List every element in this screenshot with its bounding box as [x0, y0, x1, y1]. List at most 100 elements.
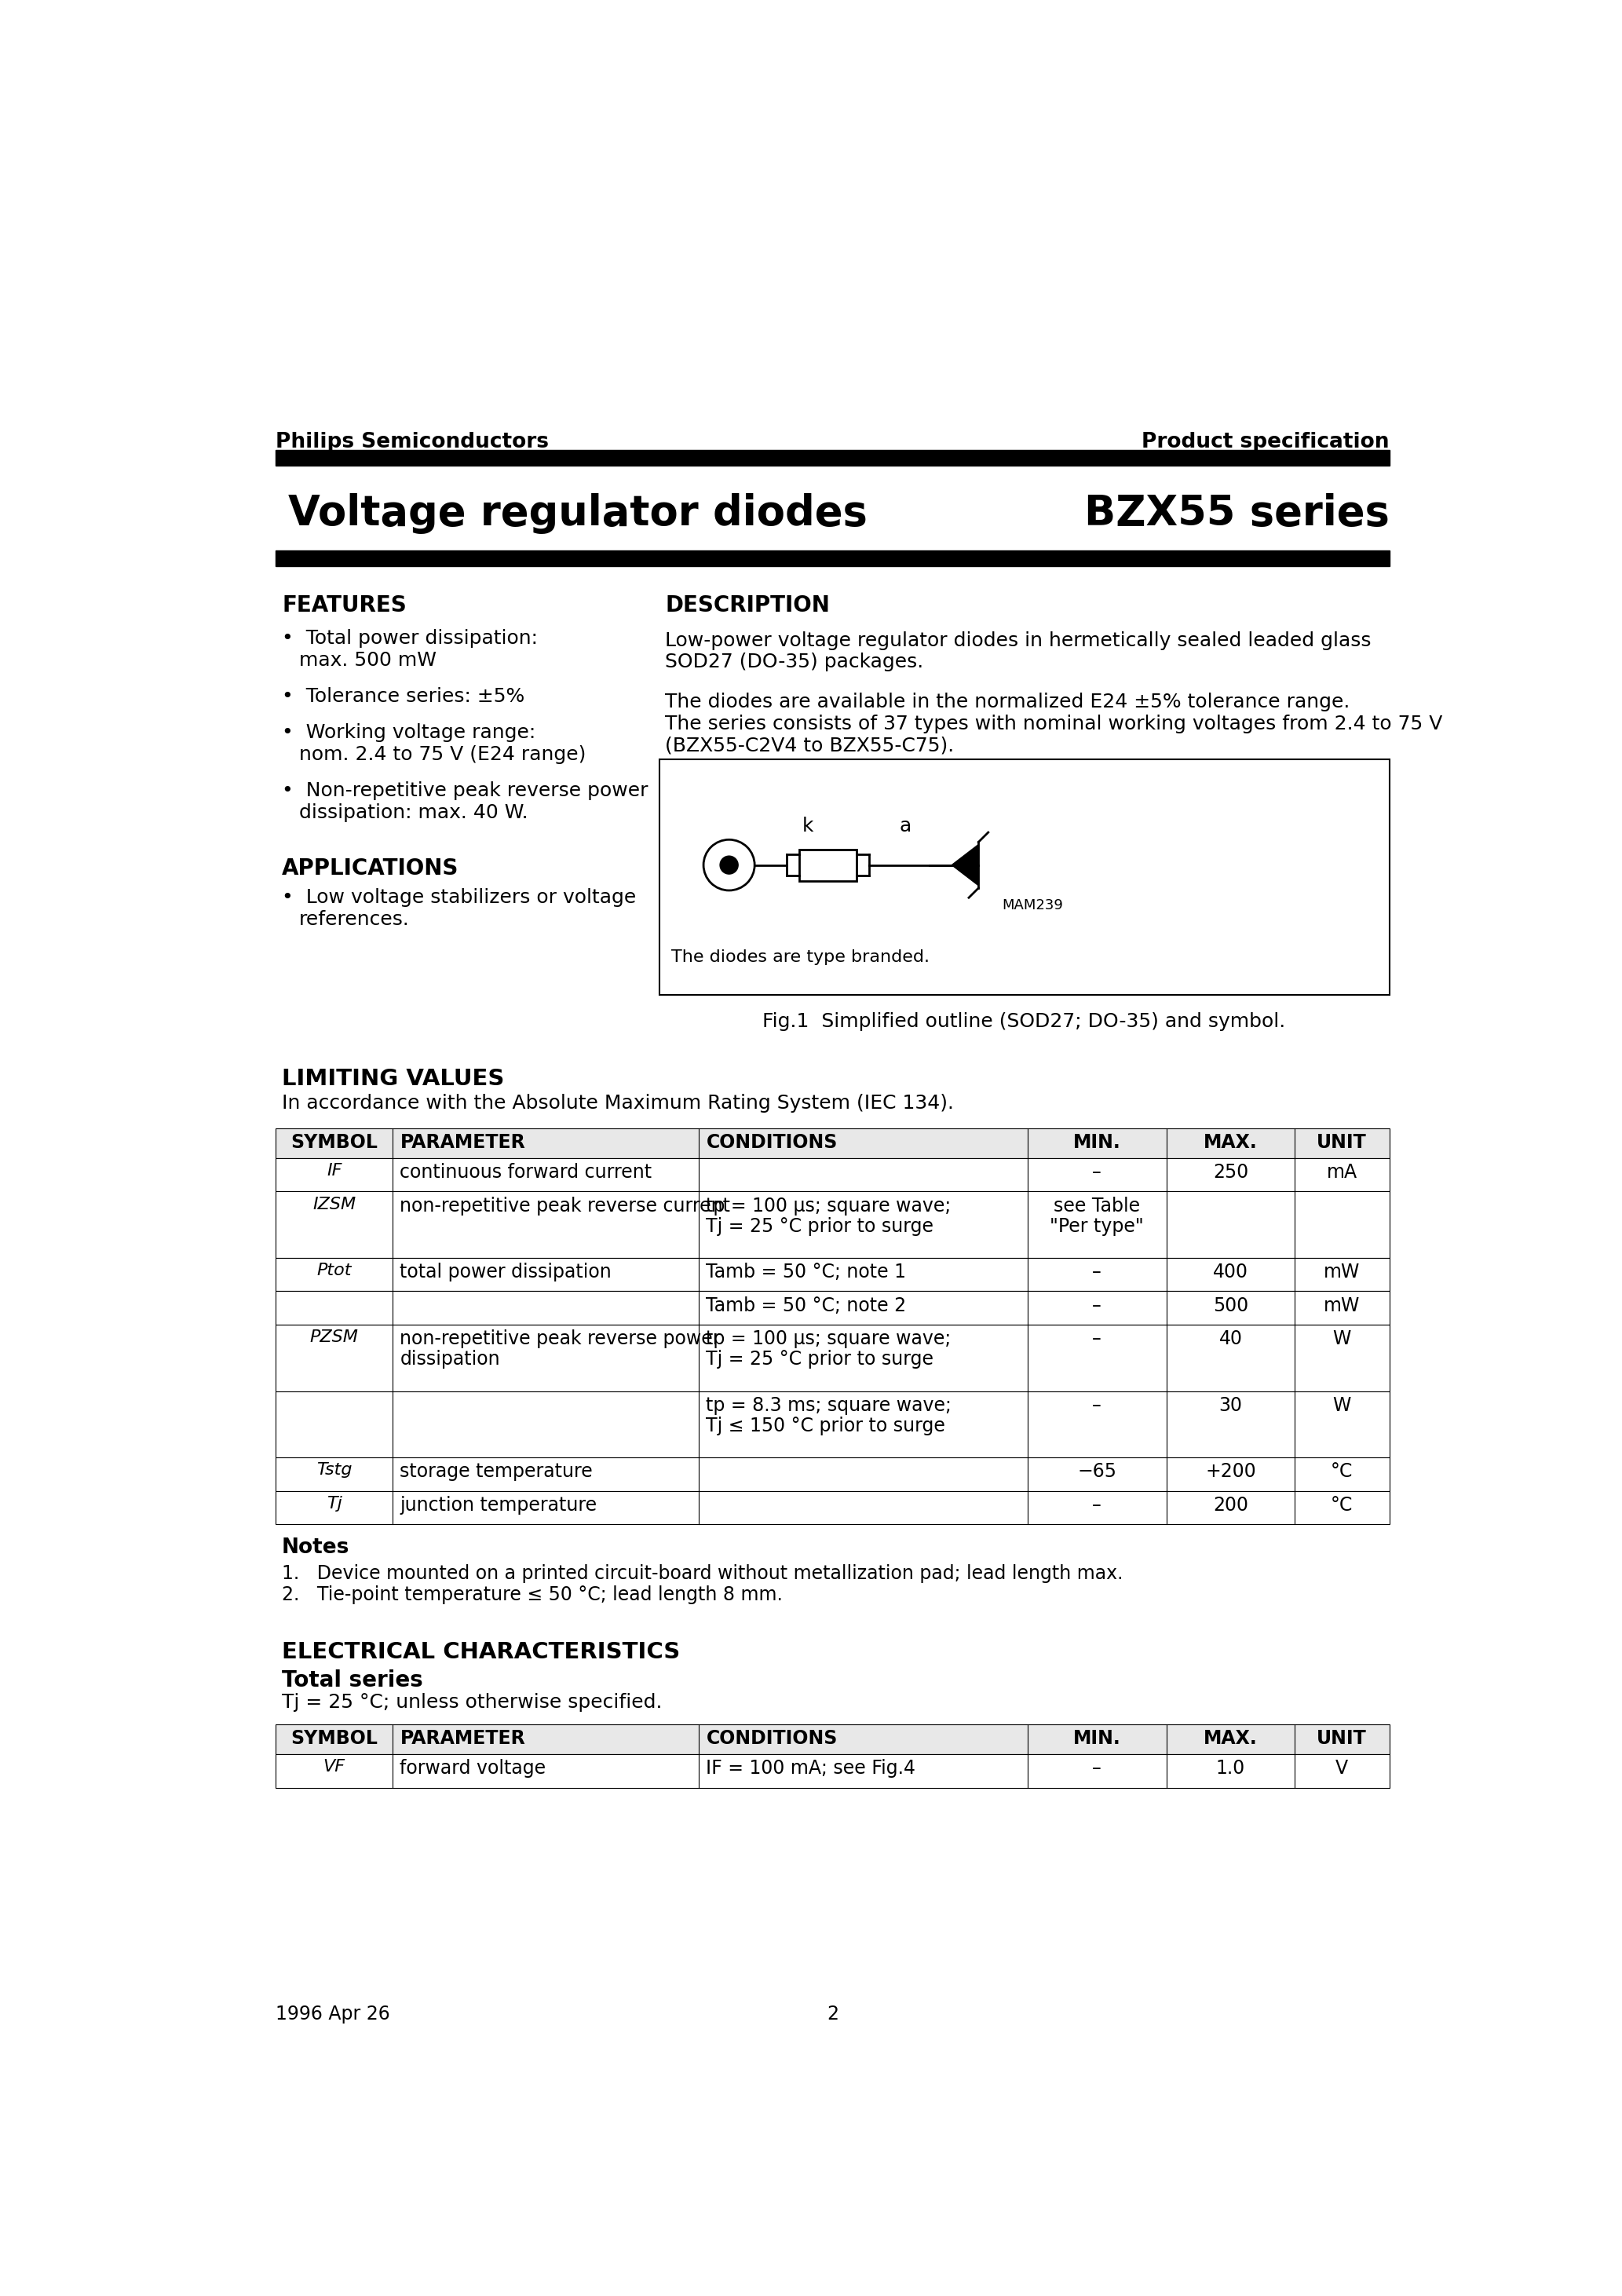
Text: Tamb = 50 °C; note 1: Tamb = 50 °C; note 1: [706, 1263, 907, 1281]
Text: nom. 2.4 to 75 V (E24 range): nom. 2.4 to 75 V (E24 range): [298, 746, 586, 765]
Text: APPLICATIONS: APPLICATIONS: [282, 859, 459, 879]
Text: PARAMETER: PARAMETER: [401, 1729, 526, 1747]
Text: −65: −65: [1077, 1463, 1116, 1481]
Text: Fig.1  Simplified outline (SOD27; DO-35) and symbol.: Fig.1 Simplified outline (SOD27; DO-35) …: [762, 1013, 1286, 1031]
Text: V: V: [1335, 1759, 1348, 1777]
Text: Total series: Total series: [282, 1669, 423, 1692]
Text: see Table: see Table: [1054, 1196, 1140, 1215]
Text: non-repetitive peak reverse current: non-repetitive peak reverse current: [401, 1196, 730, 1215]
Text: 400: 400: [1213, 1263, 1249, 1281]
Text: MAM239: MAM239: [1002, 898, 1064, 912]
Text: Notes: Notes: [282, 1538, 350, 1557]
Text: 30: 30: [1218, 1396, 1242, 1414]
Polygon shape: [952, 845, 978, 886]
Text: 250: 250: [1213, 1164, 1249, 1182]
Text: mA: mA: [1327, 1164, 1358, 1182]
Text: 1.   Device mounted on a printed circuit-board without metallization pad; lead l: 1. Device mounted on a printed circuit-b…: [282, 1564, 1122, 1582]
Bar: [276, 1391, 1388, 1458]
Text: –: –: [1092, 1329, 1101, 1348]
Text: (BZX55-C2V4 to BZX55-C75).: (BZX55-C2V4 to BZX55-C75).: [665, 737, 954, 755]
Text: k: k: [801, 817, 814, 836]
Circle shape: [720, 856, 738, 872]
Text: The diodes are type branded.: The diodes are type branded.: [672, 951, 929, 964]
Text: 200: 200: [1213, 1495, 1249, 1515]
Text: Tj ≤ 150 °C prior to surge: Tj ≤ 150 °C prior to surge: [706, 1417, 946, 1435]
Circle shape: [704, 840, 754, 891]
Text: a: a: [900, 817, 912, 836]
Text: LIMITING VALUES: LIMITING VALUES: [282, 1068, 504, 1091]
Text: +200: +200: [1205, 1463, 1255, 1481]
Text: max. 500 mW: max. 500 mW: [298, 652, 436, 670]
Text: Tj = 25 °C; unless otherwise specified.: Tj = 25 °C; unless otherwise specified.: [282, 1692, 662, 1711]
Bar: [276, 1458, 1388, 1490]
Text: 500: 500: [1213, 1297, 1249, 1316]
Text: •  Low voltage stabilizers or voltage: • Low voltage stabilizers or voltage: [282, 889, 636, 907]
Text: Tstg: Tstg: [316, 1463, 352, 1479]
Text: Tj = 25 °C prior to surge: Tj = 25 °C prior to surge: [706, 1350, 934, 1368]
Text: BZX55 series: BZX55 series: [1083, 494, 1388, 535]
Text: mW: mW: [1324, 1297, 1361, 1316]
Text: CONDITIONS: CONDITIONS: [706, 1132, 837, 1153]
Text: IF: IF: [326, 1164, 342, 1178]
Bar: [276, 1258, 1388, 1290]
Text: SYMBOL: SYMBOL: [290, 1132, 378, 1153]
Bar: [276, 450, 1388, 466]
Bar: [659, 760, 1388, 994]
Bar: [276, 1724, 1388, 1754]
Text: 2.   Tie-point temperature ≤ 50 °C; lead length 8 mm.: 2. Tie-point temperature ≤ 50 °C; lead l…: [282, 1587, 783, 1605]
Text: Low-power voltage regulator diodes in hermetically sealed leaded glass: Low-power voltage regulator diodes in he…: [665, 631, 1371, 650]
Text: Tj = 25 °C prior to surge: Tj = 25 °C prior to surge: [706, 1217, 934, 1235]
Text: SYMBOL: SYMBOL: [290, 1729, 378, 1747]
Bar: [276, 1325, 1388, 1391]
Text: MIN.: MIN.: [1074, 1729, 1121, 1747]
Text: tp = 100 μs; square wave;: tp = 100 μs; square wave;: [706, 1329, 952, 1348]
Bar: [276, 1290, 1388, 1325]
Text: DESCRIPTION: DESCRIPTION: [665, 595, 830, 618]
Text: –: –: [1092, 1759, 1101, 1777]
Text: 2: 2: [827, 2004, 839, 2023]
Text: UNIT: UNIT: [1317, 1132, 1367, 1153]
Text: PARAMETER: PARAMETER: [401, 1132, 526, 1153]
Text: –: –: [1092, 1164, 1101, 1182]
Bar: [276, 1754, 1388, 1789]
Bar: [800, 850, 856, 882]
Text: Philips Semiconductors: Philips Semiconductors: [276, 432, 548, 452]
Text: –: –: [1092, 1263, 1101, 1281]
Text: FEATURES: FEATURES: [282, 595, 407, 618]
Text: 1.0: 1.0: [1216, 1759, 1246, 1777]
Text: IZSM: IZSM: [313, 1196, 355, 1212]
Text: continuous forward current: continuous forward current: [401, 1164, 652, 1182]
Text: ELECTRICAL CHARACTERISTICS: ELECTRICAL CHARACTERISTICS: [282, 1642, 680, 1662]
Text: Tj: Tj: [326, 1495, 342, 1511]
Text: references.: references.: [298, 909, 409, 928]
Text: •  Non-repetitive peak reverse power: • Non-repetitive peak reverse power: [282, 781, 649, 801]
Text: The diodes are available in the normalized E24 ±5% tolerance range.: The diodes are available in the normaliz…: [665, 693, 1350, 712]
Text: mW: mW: [1324, 1263, 1361, 1281]
Text: dissipation: dissipation: [401, 1350, 500, 1368]
Text: •  Working voltage range:: • Working voltage range:: [282, 723, 535, 742]
Text: UNIT: UNIT: [1317, 1729, 1367, 1747]
Text: tp = 8.3 ms; square wave;: tp = 8.3 ms; square wave;: [706, 1396, 952, 1414]
Text: –: –: [1092, 1396, 1101, 1414]
Bar: [276, 1157, 1388, 1192]
Text: CONDITIONS: CONDITIONS: [706, 1729, 837, 1747]
Text: MAX.: MAX.: [1204, 1132, 1257, 1153]
Text: 40: 40: [1218, 1329, 1242, 1348]
Text: non-repetitive peak reverse power: non-repetitive peak reverse power: [401, 1329, 720, 1348]
Text: SOD27 (DO-35) packages.: SOD27 (DO-35) packages.: [665, 652, 923, 673]
Text: W: W: [1333, 1329, 1351, 1348]
Text: forward voltage: forward voltage: [401, 1759, 547, 1777]
Text: Voltage regulator diodes: Voltage regulator diodes: [289, 494, 868, 535]
Text: PZSM: PZSM: [310, 1329, 358, 1345]
Text: –: –: [1092, 1495, 1101, 1515]
Text: Ptot: Ptot: [316, 1263, 352, 1279]
Text: The series consists of 37 types with nominal working voltages from 2.4 to 75 V: The series consists of 37 types with nom…: [665, 714, 1442, 732]
Text: °C: °C: [1330, 1495, 1353, 1515]
Bar: [276, 551, 1388, 567]
Text: In accordance with the Absolute Maximum Rating System (IEC 134).: In accordance with the Absolute Maximum …: [282, 1095, 954, 1114]
Text: IF = 100 mA; see Fig.4: IF = 100 mA; see Fig.4: [706, 1759, 916, 1777]
Text: °C: °C: [1330, 1463, 1353, 1481]
Text: "Per type": "Per type": [1049, 1217, 1144, 1235]
Text: •  Tolerance series: ±5%: • Tolerance series: ±5%: [282, 687, 524, 707]
Text: junction temperature: junction temperature: [401, 1495, 597, 1515]
